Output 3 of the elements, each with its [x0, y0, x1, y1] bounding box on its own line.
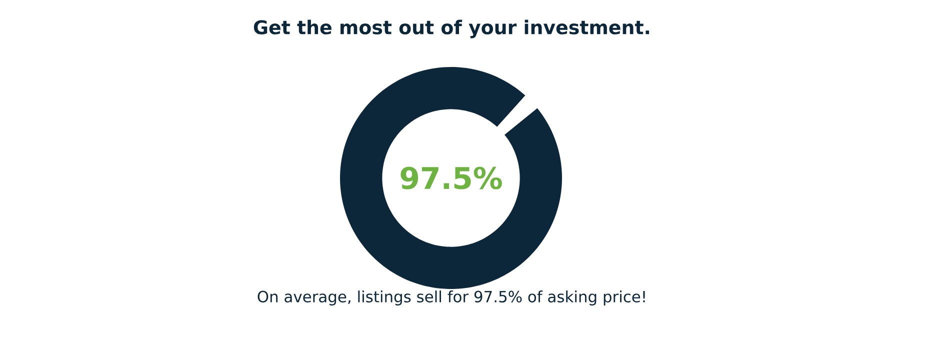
- text: On average, listings sell for 97.5% of asking price!: [258, 290, 645, 306]
- data-label: 97.5%: [400, 166, 502, 190]
- chart-title: Get the most out of your investment.: [254, 20, 650, 38]
